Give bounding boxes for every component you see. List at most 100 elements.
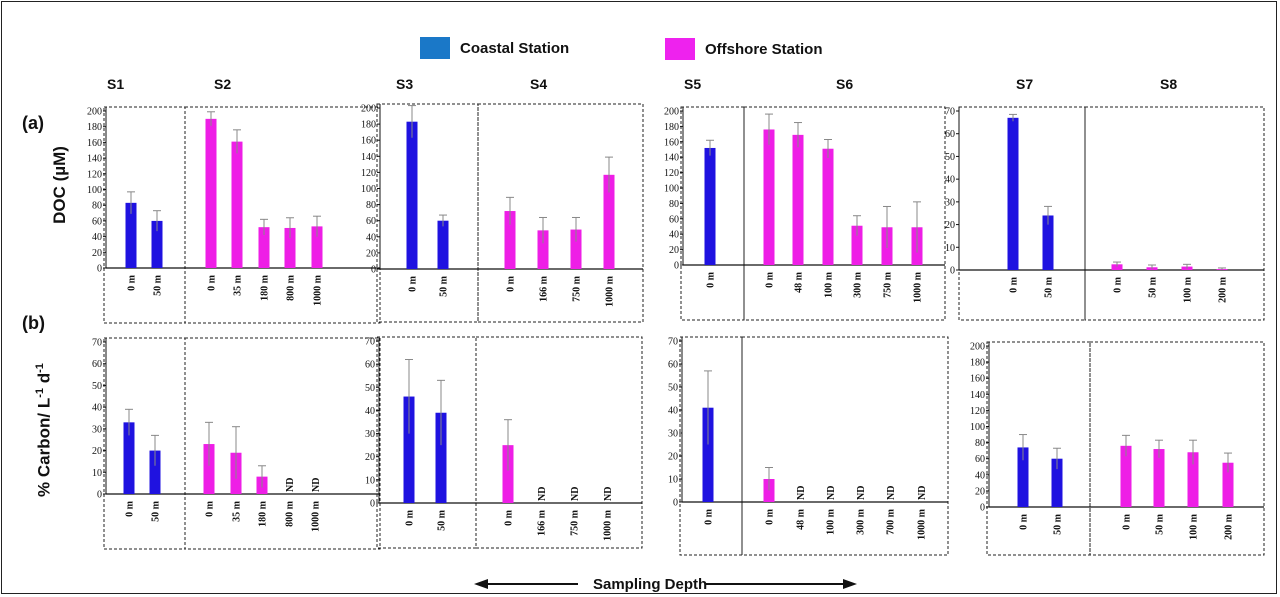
x-tick-label-offshore-a-s5-s6-3: 300 m <box>853 271 864 298</box>
y-tick-label-a-s1-s2-8: 160 <box>87 138 102 149</box>
legend-coastal-label: Coastal Station <box>460 39 570 57</box>
annotation-offshore-b-s3-s4-3: ND <box>603 487 614 501</box>
x-tick-label-offshore-a-s5-s6-1: 48 m <box>794 271 805 293</box>
x-tick-label-coastal-b-s7-s8-0: 0 m <box>1019 513 1030 530</box>
x-tick-label-offshore-a-s3-s4-0: 0 m <box>506 275 517 292</box>
bar-offshore-a-s3-s4-2 <box>570 229 582 269</box>
y-tick-label-a-s1-s2-2: 40 <box>92 232 102 243</box>
y-tick-label-a-s5-s6-7: 140 <box>664 153 679 164</box>
bar-offshore-b-s7-s8-2 <box>1187 452 1199 507</box>
x-tick-label-offshore-a-s3-s4-2: 750 m <box>572 275 583 302</box>
bar-coastal-a-s1-s2-0 <box>125 202 137 268</box>
bar-offshore-a-s5-s6-0 <box>763 129 775 265</box>
y-tick-label-b-s1-s2-6: 60 <box>92 359 102 370</box>
x-tick-label-offshore-a-s5-s6-0: 0 m <box>765 271 776 288</box>
y-tick-label-b-s5-s6-4: 40 <box>668 406 678 417</box>
bar-offshore-a-s1-s2-4 <box>311 226 323 268</box>
bar-offshore-b-s7-s8-0 <box>1120 445 1132 507</box>
bar-coastal-b-s1-s2-0 <box>123 422 135 494</box>
x-tick-label-offshore-a-s1-s2-4: 1000 m <box>313 274 324 306</box>
station-label-s2: S2 <box>214 76 232 92</box>
bar-offshore-a-s1-s2-3 <box>284 227 296 268</box>
x-tick-label-offshore-b-s7-s8-2: 100 m <box>1189 513 1200 540</box>
coastal-box-b-s5-s6 <box>679 336 743 556</box>
y-tick-label-b-s5-s6-0: 0 <box>673 498 678 509</box>
legend-offshore-label: Offshore Station <box>705 40 823 58</box>
legend-coastal: Coastal Station <box>420 37 569 59</box>
y-tick-label-a-s3-s4-7: 140 <box>361 152 376 163</box>
y-tick-label-a-s1-s2-5: 100 <box>87 185 102 196</box>
x-tick-label-coastal-b-s3-s4-1: 50 m <box>437 509 448 531</box>
bar-offshore-a-s5-s6-1 <box>792 134 804 265</box>
annotation-offshore-b-s1-s2-3: ND <box>285 478 296 492</box>
x-tick-label-offshore-b-s3-s4-0: 0 m <box>504 509 515 526</box>
y-tick-label-a-s5-s6-10: 200 <box>664 107 679 118</box>
station-label-s1: S1 <box>107 76 125 92</box>
y-tick-label-b-s1-s2-1: 10 <box>92 468 102 479</box>
y-tick-label-b-s7-s8-4: 80 <box>975 438 985 449</box>
coastal-box-b-s3-s4 <box>376 336 477 549</box>
y-tick-label-a-s5-s6-8: 160 <box>664 137 679 148</box>
bar-offshore-b-s7-s8-1 <box>1153 449 1165 507</box>
annotation-offshore-b-s1-s2-4: ND <box>311 478 322 492</box>
y-tick-label-b-s3-s4-3: 30 <box>365 429 375 440</box>
station-label-s6: S6 <box>836 76 854 92</box>
x-tick-label-offshore-a-s5-s6-4: 750 m <box>883 271 894 298</box>
bar-coastal-b-s7-s8-0 <box>1017 447 1029 507</box>
x-tick-label-coastal-b-s7-s8-1: 50 m <box>1053 513 1064 535</box>
y-tick-label-a-s5-s6-5: 100 <box>664 184 679 195</box>
coastal-box-a-s1-s2 <box>103 106 186 324</box>
station-label-s3: S3 <box>396 76 414 92</box>
legend-offshore: Offshore Station <box>665 38 823 60</box>
y-tick-label-b-s3-s4-0: 0 <box>370 499 375 510</box>
y-tick-label-b-s7-s8-6: 120 <box>970 406 985 417</box>
x-tick-label-offshore-a-s1-s2-2: 180 m <box>260 274 271 301</box>
x-tick-label-coastal-a-s3-s4-1: 50 m <box>439 275 450 297</box>
offshore-box-b-s1-s2 <box>184 337 381 550</box>
bar-offshore-a-s7-s8-0 <box>1111 264 1123 270</box>
station-label-s4: S4 <box>530 76 548 92</box>
x-tick-label-offshore-b-s1-s2-4: 1000 m <box>311 500 322 532</box>
bar-offshore-b-s1-s2-0 <box>203 444 215 494</box>
x-tick-label-offshore-b-s3-s4-2: 750 m <box>570 509 581 536</box>
y-tick-label-a-s1-s2-3: 60 <box>92 216 102 227</box>
x-tick-label-coastal-b-s3-s4-0: 0 m <box>405 509 416 526</box>
annotation-offshore-b-s3-s4-2: ND <box>570 487 581 501</box>
coastal-box-b-s7-s8 <box>986 341 1091 556</box>
x-tick-label-offshore-b-s5-s6-4: 700 m <box>886 508 897 535</box>
y-tick-label-b-s1-s2-5: 50 <box>92 381 102 392</box>
y-tick-label-a-s1-s2-1: 20 <box>92 248 102 259</box>
legend-offshore-swatch <box>665 38 695 60</box>
x-tick-label-coastal-a-s1-s2-0: 0 m <box>127 274 138 291</box>
y-tick-label-a-s3-s4-3: 60 <box>366 216 376 227</box>
x-tick-label-offshore-b-s1-s2-2: 180 m <box>258 500 269 527</box>
y-tick-label-b-s1-s2-2: 20 <box>92 446 102 457</box>
y-tick-label-b-s7-s8-9: 180 <box>970 358 985 369</box>
row-label-a: (a) <box>22 113 44 133</box>
y-tick-label-b-s7-s8-7: 140 <box>970 390 985 401</box>
y-tick-label-b-s7-s8-10: 200 <box>970 342 985 353</box>
bar-coastal-b-s3-s4-0 <box>403 396 415 503</box>
y-tick-label-a-s7-s8-7: 70 <box>945 107 955 118</box>
y-tick-label-a-s5-s6-4: 80 <box>669 199 679 210</box>
row-label-b: (b) <box>22 313 45 333</box>
arrow-left-icon <box>474 579 488 589</box>
bar-offshore-a-s3-s4-1 <box>537 230 549 269</box>
y-tick-label-a-s7-s8-1: 10 <box>945 243 955 254</box>
legend-coastal-swatch <box>420 37 450 59</box>
bar-offshore-a-s1-s2-1 <box>231 141 243 268</box>
annotation-offshore-b-s5-s6-4: ND <box>886 486 897 500</box>
y-tick-label-a-s3-s4-10: 200 <box>361 104 376 115</box>
offshore-box-a-s5-s6 <box>743 106 946 321</box>
y-tick-label-b-s5-s6-2: 20 <box>668 452 678 463</box>
bar-coastal-a-s7-s8-1 <box>1042 215 1054 270</box>
y-tick-label-a-s5-s6-1: 20 <box>669 245 679 256</box>
station-label-s7: S7 <box>1016 76 1034 92</box>
y-tick-label-b-s7-s8-0: 0 <box>980 503 985 514</box>
annotation-offshore-b-s3-s4-1: ND <box>537 487 548 501</box>
y-tick-label-b-s5-s6-5: 50 <box>668 383 678 394</box>
station-label-s8: S8 <box>1160 76 1178 92</box>
x-tick-label-coastal-b-s1-s2-1: 50 m <box>151 500 162 522</box>
